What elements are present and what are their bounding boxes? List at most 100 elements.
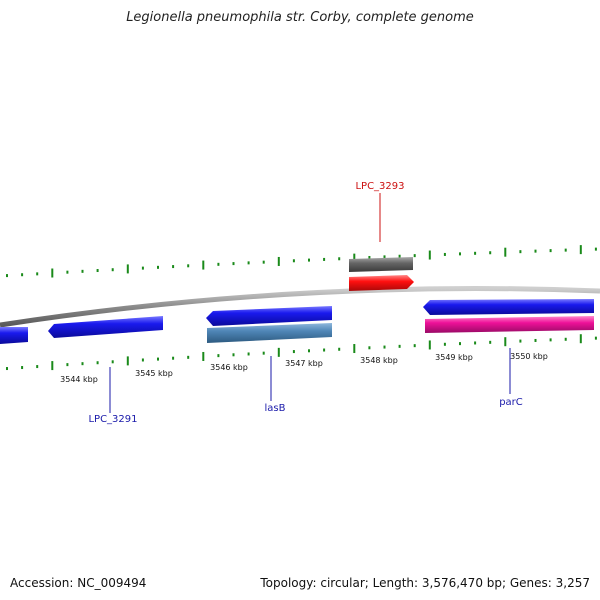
tick-mark xyxy=(66,363,69,367)
tick-mark xyxy=(594,336,597,340)
tick-mark xyxy=(323,257,326,261)
scale-label-3545: 3545 kbp xyxy=(135,369,173,378)
tick-mark xyxy=(383,345,386,349)
tick-mark xyxy=(474,251,477,255)
tick-mark xyxy=(202,351,205,361)
tick-mark xyxy=(413,344,416,348)
tick-mark xyxy=(277,256,280,266)
scale-label-3544: 3544 kbp xyxy=(60,375,98,384)
scale-label-3546: 3546 kbp xyxy=(210,363,248,372)
tick-mark xyxy=(323,348,326,352)
tick-mark xyxy=(21,366,24,370)
tick-mark xyxy=(6,274,8,278)
gene-feature[interactable] xyxy=(423,299,594,315)
tick-mark xyxy=(579,334,582,344)
tick-mark xyxy=(187,264,190,268)
tick-mark xyxy=(579,245,582,255)
tick-mark xyxy=(443,252,446,256)
tick-mark xyxy=(141,358,144,362)
tick-mark xyxy=(413,254,416,258)
tick-mark xyxy=(534,338,537,342)
gene-feature[interactable] xyxy=(0,327,28,344)
tick-mark xyxy=(428,340,431,350)
tick-mark xyxy=(6,367,8,371)
tick-mark xyxy=(217,262,220,266)
tick-mark xyxy=(157,265,159,269)
tick-mark xyxy=(443,342,446,346)
tick-mark xyxy=(308,349,310,353)
tick-mark xyxy=(126,264,129,274)
gene-label-lpc-3291[interactable]: LPC_3291 xyxy=(88,414,137,425)
tick-mark xyxy=(398,254,401,258)
tick-mark xyxy=(353,253,356,263)
tick-mark xyxy=(51,268,54,278)
tick-mark xyxy=(277,347,280,357)
tick-mark xyxy=(51,361,54,371)
tick-mark xyxy=(489,251,492,255)
scale-label-3549: 3549 kbp xyxy=(435,353,473,362)
tick-mark xyxy=(187,355,190,359)
tick-mark xyxy=(247,261,250,265)
tick-mark xyxy=(157,357,159,361)
genome-backbone xyxy=(0,286,600,328)
gene-feature[interactable] xyxy=(206,306,332,326)
tick-mark xyxy=(459,252,461,256)
tick-mark xyxy=(247,352,250,356)
gene-feature-lpc-3291[interactable] xyxy=(48,316,163,338)
tick-mark xyxy=(308,258,310,262)
tick-mark xyxy=(459,342,461,346)
tick-mark xyxy=(292,259,295,263)
tick-mark xyxy=(474,341,477,345)
gene-label-lasb[interactable]: lasB xyxy=(265,403,286,414)
tick-mark xyxy=(172,356,175,360)
tick-mark xyxy=(81,362,84,366)
outer-tick-marks xyxy=(6,245,597,278)
tick-mark xyxy=(353,344,356,354)
tick-mark xyxy=(66,270,69,274)
tick-mark xyxy=(111,268,114,272)
tick-mark xyxy=(262,260,265,264)
tick-mark xyxy=(489,340,492,344)
gene-label-lpc-3293[interactable]: LPC_3293 xyxy=(355,181,404,192)
tick-mark xyxy=(141,266,144,270)
gene-feature-lpc-3293[interactable] xyxy=(349,257,413,272)
tick-mark xyxy=(81,269,84,273)
tick-mark xyxy=(126,356,129,366)
tick-mark xyxy=(338,257,341,261)
tick-mark xyxy=(428,250,431,260)
tick-mark xyxy=(594,247,597,251)
scale-label-3550: 3550 kbp xyxy=(510,352,548,361)
tick-mark xyxy=(172,265,175,269)
scale-label-3547: 3547 kbp xyxy=(285,359,323,368)
tick-mark xyxy=(368,346,371,350)
tick-mark xyxy=(534,249,537,253)
tick-mark xyxy=(504,247,507,257)
tick-mark xyxy=(549,249,552,253)
tick-mark xyxy=(564,337,567,341)
tick-mark xyxy=(217,354,220,358)
scale-label-3548: 3548 kbp xyxy=(360,356,398,365)
genome-summary-text: Topology: circular; Length: 3,576,470 bp… xyxy=(260,576,590,590)
tick-mark xyxy=(262,351,265,355)
inner-tick-marks xyxy=(6,334,597,371)
gene-feature[interactable] xyxy=(349,275,414,291)
tick-mark xyxy=(519,339,522,343)
gene-feature-parc[interactable] xyxy=(425,316,594,333)
tick-mark xyxy=(368,255,371,259)
tick-mark xyxy=(202,260,205,270)
tick-mark xyxy=(36,272,39,276)
accession-text: Accession: NC_009494 xyxy=(10,576,147,590)
tick-mark xyxy=(36,365,39,369)
tick-mark xyxy=(549,338,552,342)
tick-mark xyxy=(519,250,522,254)
map-title: Legionella pneumophila str. Corby, compl… xyxy=(126,10,474,25)
tick-mark xyxy=(232,353,235,357)
tick-mark xyxy=(338,347,341,351)
tick-mark xyxy=(96,269,99,273)
tick-mark xyxy=(292,350,295,354)
gene-feature-lasb[interactable] xyxy=(207,323,332,343)
tick-mark xyxy=(21,273,24,277)
tick-mark xyxy=(232,262,235,266)
gene-label-parc[interactable]: parC xyxy=(499,397,523,408)
